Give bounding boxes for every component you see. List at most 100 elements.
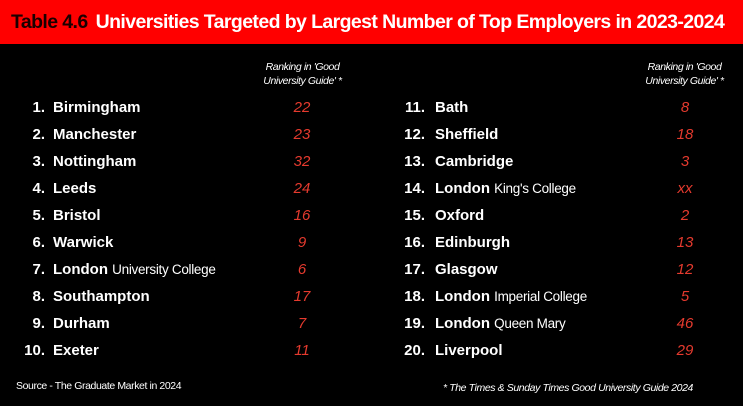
table-row: 20. Liverpool 29 [0,341,743,361]
column-header-line: University Guide' * [645,75,724,87]
guide-ranking: 3 [680,152,690,170]
table-row: 6. Warwick 9 [0,233,743,253]
university-name-bold: Birmingham [53,98,141,116]
position-number: 4. [32,179,45,197]
university-name-bold: Exeter [53,342,99,360]
university-name: London Imperial College [435,288,587,305]
position-number: 3. [32,152,45,170]
university-name: London Queen Mary [435,315,566,333]
university-name-bold: Nottingham [53,152,137,170]
university-name-bold: London [435,288,490,306]
position-number: 20. [404,342,425,360]
university-name-bold: Cambridge [435,152,514,170]
guide-ranking: 12 [676,261,694,279]
guide-ranking: 29 [676,342,694,360]
university-name: Bristol [53,207,101,224]
table-row: 10. Exeter 11 [0,341,743,361]
university-name: Birmingham [53,99,141,116]
guide-ranking: 22 [293,98,311,116]
table-row: 14. London King's College xx [0,178,743,198]
table-row: 4. Leeds 24 [0,178,743,198]
university-name-bold: London [435,179,490,197]
position-number: 15. [404,206,425,224]
university-name-bold: London [53,261,108,279]
position-number: 7. [32,261,45,279]
position-number: 8. [32,288,45,306]
university-name-bold: Bath [435,98,469,116]
university-name: Sheffield [435,126,498,143]
table-row: 19. London Queen Mary 46 [0,314,743,334]
guide-ranking: 32 [293,152,311,170]
guide-ranking: 24 [293,179,311,197]
university-name: Bath [435,99,468,116]
university-name-bold: Leeds [53,179,97,197]
university-name: Liverpool [435,342,503,359]
column-header-left: Ranking in 'Good University Guide' * [250,60,355,88]
guide-ranking: 46 [676,315,694,333]
guide-ranking: 13 [676,234,694,251]
guide-ranking: 16 [293,206,311,224]
university-name-bold: Manchester [53,125,137,143]
university-name-bold: London [435,315,490,333]
university-name: Exeter [53,342,99,359]
table-row: 17. Glasgow 12 [0,260,743,280]
university-name: Durham [53,315,110,332]
position-number: 10. [24,342,45,360]
position-number: 18. [404,288,425,306]
guide-ranking: 2 [680,206,690,224]
university-name: Oxford [435,207,484,224]
university-name-bold: Sheffield [435,125,499,143]
table-row: 12. Sheffield 18 [0,124,743,144]
university-name: Glasgow [435,261,498,278]
university-name-bold: Glasgow [435,261,498,279]
university-name: Manchester [53,126,136,143]
guide-ranking: 11 [294,342,310,360]
position-number: 19. [404,315,425,333]
university-name: Warwick [53,234,113,251]
university-name: London King's College [435,180,576,197]
university-name: London University College [53,261,216,278]
table-row: 2. Manchester 23 [0,124,743,144]
university-name-detail: Queen Mary [494,316,566,332]
table-row: 9. Durham 7 [0,314,743,334]
table-row: 15. Oxford 2 [0,205,743,225]
position-number: 16. [404,234,425,251]
table-row: 8. Southampton 17 [0,287,743,307]
column-header-right: Ranking in 'Good University Guide' * [632,60,737,88]
position-number: 1. [32,98,45,116]
position-number: 13. [404,152,425,170]
university-name-detail: University College [112,262,216,278]
table-row: 3. Nottingham 32 [0,151,743,171]
guide-ranking: 6 [297,261,307,279]
guide-ranking: 9 [297,234,307,251]
university-name-bold: Southampton [53,288,150,306]
footnote: * The Times & Sunday Times Good Universi… [443,382,693,394]
position-number: 12. [404,125,425,143]
column-header-line: Ranking in 'Good [647,61,722,73]
position-number: 9. [32,315,45,333]
university-name-bold: Liverpool [435,342,503,360]
table-row: 7. London University College 6 [0,260,743,280]
guide-ranking: xx [677,179,693,197]
university-name-bold: Oxford [435,206,485,224]
table-row: 11. Bath 8 [0,97,743,117]
position-number: 5. [32,206,45,224]
title-banner: Table 4.6 Universities Targeted by Large… [0,0,743,44]
university-name: Leeds [53,180,96,197]
university-name-bold: Bristol [53,206,101,224]
guide-ranking: 23 [293,125,311,143]
university-name-bold: Durham [53,315,110,333]
guide-ranking: 18 [676,125,694,143]
university-name-bold: Warwick [53,234,114,251]
table-row: 18. London Imperial College 5 [0,287,743,307]
university-name: Cambridge [435,153,513,170]
university-name-detail: King's College [494,180,576,196]
table-number: Table 4.6 [11,10,88,33]
column-header-line: University Guide' * [263,75,342,87]
university-name: Nottingham [53,153,136,170]
guide-ranking: 7 [297,315,307,333]
university-name: Southampton [53,288,150,305]
position-number: 17. [404,261,425,279]
position-number: 2. [32,125,45,143]
table-row: 1. Birmingham 22 [0,97,743,117]
